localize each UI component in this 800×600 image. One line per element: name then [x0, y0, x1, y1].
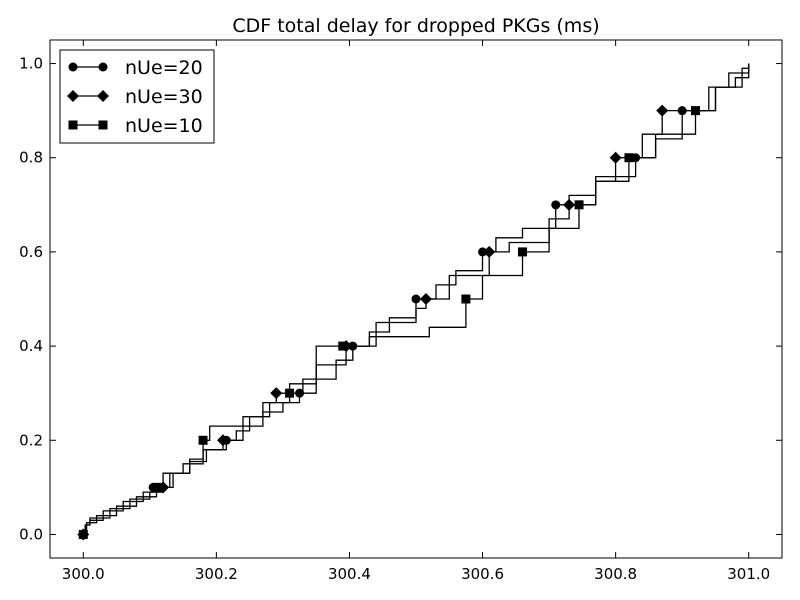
data-point-square [285, 388, 295, 398]
data-point-diamond [419, 293, 432, 305]
axes: 300.0 300.2 300.4 300.6 300.8 301.0 0.0 0.2 0.4 0… [19, 40, 782, 583]
chart-title: CDF total delay for dropped PKGs (ms) [232, 15, 599, 37]
plot-frame [49, 39, 783, 559]
legend-marker-diamond [67, 90, 79, 102]
data-point-square [517, 247, 527, 257]
data-point-square [624, 153, 634, 163]
legend-label: nUe=10 [125, 115, 203, 137]
y-tick-label: 0.2 [19, 431, 43, 449]
legend-marker-square [98, 120, 108, 130]
plot-area [77, 63, 750, 541]
y-tick-label: 0.8 [19, 149, 43, 167]
x-tick-label: 300.2 [195, 565, 238, 583]
y-tick-label: 0.6 [19, 243, 43, 261]
data-point-diamond [563, 198, 576, 211]
x-tick-label: 301.0 [727, 565, 770, 583]
x-tick-label: 300.8 [594, 565, 637, 583]
data-point-square [198, 435, 208, 445]
x-tick-label: 300.6 [461, 565, 504, 583]
y-tick-label: 0.4 [19, 337, 43, 355]
legend-marker-diamond [97, 90, 109, 102]
data-point-square [338, 341, 348, 351]
data-point-square [151, 482, 161, 492]
series-line-square [83, 63, 750, 536]
legend-label: nUe=20 [125, 57, 203, 79]
x-tick-label: 300.0 [62, 565, 105, 583]
legend: nUe=20 nUe=30 nUe=10 [59, 49, 215, 144]
data-point-diamond [609, 151, 622, 164]
data-point-diamond [270, 387, 283, 400]
data-point-square [78, 529, 88, 539]
data-point-square [574, 200, 584, 210]
legend-marker-circle [68, 62, 78, 72]
data-point-circle [411, 294, 421, 304]
y-tick-label: 1.0 [19, 55, 43, 73]
legend-marker-circle [98, 62, 108, 72]
data-point-diamond [656, 104, 669, 117]
data-point-square [690, 106, 700, 116]
data-point-circle [478, 247, 488, 257]
data-point-circle [551, 200, 561, 210]
y-tick-label: 0.0 [19, 525, 43, 543]
data-point-diamond [483, 245, 496, 258]
data-point-square [461, 294, 471, 304]
data-point-diamond [217, 434, 230, 447]
legend-marker-square [68, 120, 78, 130]
legend-label: nUe=30 [125, 86, 203, 108]
x-tick-label: 300.4 [328, 565, 371, 583]
